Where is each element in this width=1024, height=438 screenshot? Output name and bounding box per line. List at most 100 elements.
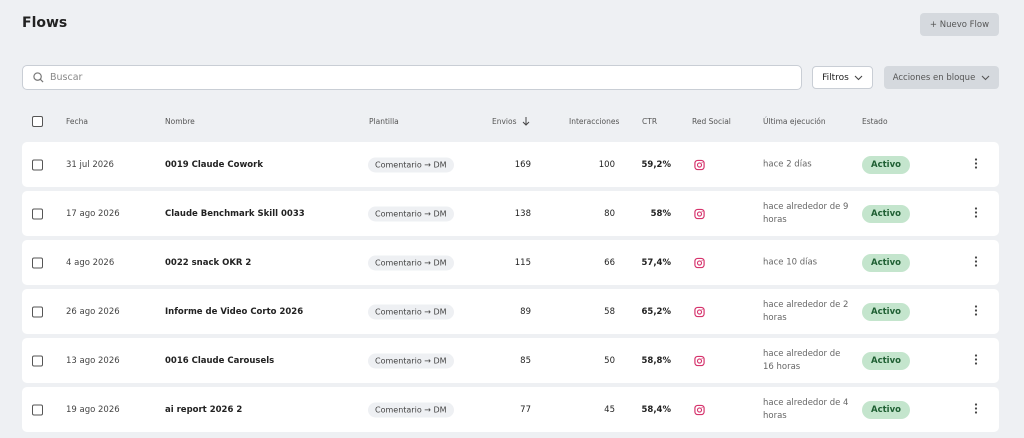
table-row: 17 ago 2026 Claude Benchmark Skill 0033 Co… bbox=[22, 191, 999, 236]
column-header: Nombre bbox=[165, 117, 195, 126]
date: 31 jul 2026 bbox=[66, 159, 114, 170]
last-run: hace 10 días bbox=[763, 257, 818, 267]
last-run: hace 2 días bbox=[763, 159, 812, 169]
row-menu[interactable] bbox=[974, 353, 978, 368]
last-run: hace alrededor de 9 horas bbox=[763, 201, 849, 225]
interactions: 45 bbox=[604, 404, 615, 415]
column-header: Fecha bbox=[66, 117, 88, 126]
table-row: 31 jul 2026 0019 Claude Cowork Comentario … bbox=[22, 142, 999, 187]
ctr: 57,4% bbox=[641, 257, 672, 268]
status-badge: Activo bbox=[862, 204, 910, 223]
sends: 85 bbox=[520, 355, 531, 366]
date: 4 ago 2026 bbox=[66, 257, 115, 268]
new-flow-button[interactable]: + Nuevo Flow bbox=[920, 13, 999, 36]
row-checkbox[interactable] bbox=[32, 208, 43, 219]
row-checkbox[interactable] bbox=[32, 404, 43, 415]
filters-label: Filtros bbox=[822, 72, 849, 83]
ctr: 58% bbox=[650, 208, 671, 219]
row-menu[interactable] bbox=[974, 402, 978, 417]
select-all-checkbox[interactable] bbox=[32, 116, 43, 127]
filters-button[interactable]: Filtros bbox=[812, 66, 873, 89]
row-checkbox[interactable] bbox=[32, 355, 43, 366]
ctr: 59,2% bbox=[641, 159, 672, 170]
interactions: 66 bbox=[604, 257, 615, 268]
template: Comentario → DM bbox=[368, 402, 454, 417]
table-row: 26 ago 2026 Informe de Video Corto 2026 Co… bbox=[22, 289, 999, 334]
table-row: 13 ago 2026 0016 Claude Carousels Comentar… bbox=[22, 338, 999, 383]
chevron bbox=[854, 75, 863, 80]
sends: 115 bbox=[514, 257, 531, 268]
sends: 77 bbox=[520, 404, 531, 415]
date: 13 ago 2026 bbox=[66, 355, 120, 366]
status-badge: Activo bbox=[862, 155, 910, 174]
template: Comentario → DM bbox=[368, 157, 454, 172]
column-header: Envios bbox=[492, 117, 530, 126]
search-box[interactable]: Buscar bbox=[22, 65, 802, 90]
bulk-actions-label: Acciones en bloque bbox=[892, 72, 976, 83]
page-title: Flows bbox=[22, 15, 68, 31]
search-icon bbox=[33, 72, 44, 83]
column-header: Plantilla bbox=[369, 117, 399, 126]
sends: 169 bbox=[514, 159, 531, 170]
sort-icon[interactable] bbox=[522, 117, 530, 126]
status-badge: Activo bbox=[862, 351, 910, 370]
table-row: 19 ago 2026 ai report 2026 2 Comentario → … bbox=[22, 387, 999, 432]
dots-icon bbox=[974, 157, 978, 169]
column-header: Última ejecución bbox=[763, 117, 826, 126]
template: Comentario → DM bbox=[368, 304, 454, 319]
instagram-icon bbox=[694, 355, 705, 366]
chevron bbox=[981, 75, 990, 80]
row-checkbox[interactable] bbox=[32, 159, 43, 170]
flow-name: 0022 snack OKR 2 bbox=[165, 257, 252, 268]
row-menu[interactable] bbox=[974, 206, 978, 221]
sends: 138 bbox=[514, 208, 531, 219]
dots-icon bbox=[974, 353, 978, 365]
flow-name: ai report 2026 2 bbox=[165, 404, 243, 415]
interactions: 50 bbox=[604, 355, 615, 366]
status-badge: Activo bbox=[862, 400, 910, 419]
template: Comentario → DM bbox=[368, 255, 454, 270]
status-badge: Activo bbox=[862, 253, 910, 272]
dots-icon bbox=[974, 255, 978, 267]
column-header: Estado bbox=[862, 117, 888, 126]
date: 26 ago 2026 bbox=[66, 306, 120, 317]
table-row: 4 ago 2026 0022 snack OKR 2 Comentario → D… bbox=[22, 240, 999, 285]
interactions: 100 bbox=[598, 159, 615, 170]
ctr: 65,2% bbox=[641, 306, 672, 317]
last-run: hace alrededor de 16 horas bbox=[763, 348, 841, 372]
column-header: CTR bbox=[642, 117, 658, 126]
interactions: 58 bbox=[604, 306, 615, 317]
interactions: 80 bbox=[604, 208, 615, 219]
date: 17 ago 2026 bbox=[66, 208, 120, 219]
row-menu[interactable] bbox=[974, 304, 978, 319]
column-header: Red Social bbox=[692, 117, 731, 126]
bulk-actions-button[interactable]: Acciones en bloque bbox=[884, 66, 999, 89]
row-menu[interactable] bbox=[974, 255, 978, 270]
ctr: 58,8% bbox=[641, 355, 672, 366]
template: Comentario → DM bbox=[368, 353, 454, 368]
last-run: hace alrededor de 4 horas bbox=[763, 397, 849, 421]
dots-icon bbox=[974, 206, 978, 218]
sends: 89 bbox=[520, 306, 531, 317]
ctr: 58,4% bbox=[641, 404, 672, 415]
row-checkbox[interactable] bbox=[32, 306, 43, 317]
flow-name: Informe de Video Corto 2026 bbox=[165, 306, 304, 317]
column-header: Interacciones bbox=[569, 117, 620, 126]
flow-name: 0019 Claude Cowork bbox=[165, 159, 263, 170]
dots-icon bbox=[974, 304, 978, 316]
row-checkbox[interactable] bbox=[32, 257, 43, 268]
flow-name: 0016 Claude Carousels bbox=[165, 355, 275, 366]
row-menu[interactable] bbox=[974, 157, 978, 172]
instagram-icon bbox=[694, 306, 705, 317]
template: Comentario → DM bbox=[368, 206, 454, 221]
flow-name: Claude Benchmark Skill 0033 bbox=[165, 208, 305, 219]
date: 19 ago 2026 bbox=[66, 404, 120, 415]
instagram-icon bbox=[694, 208, 705, 219]
instagram-icon bbox=[694, 404, 705, 415]
status-badge: Activo bbox=[862, 302, 910, 321]
dots-icon bbox=[974, 402, 978, 414]
instagram-icon bbox=[694, 257, 705, 268]
search-placeholder: Buscar bbox=[50, 72, 83, 83]
last-run: hace alrededor de 2 horas bbox=[763, 299, 849, 323]
